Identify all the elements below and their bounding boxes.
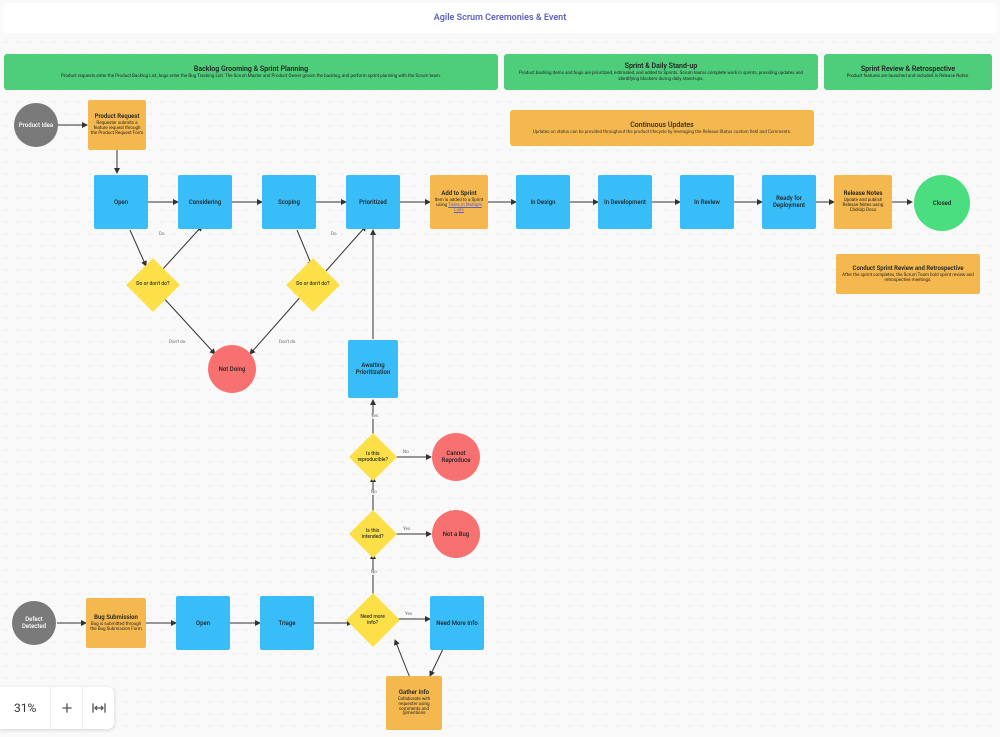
- node-open-2[interactable]: Open: [176, 596, 230, 650]
- edge-label-no-3: No: [370, 570, 378, 575]
- banner-backlog-title: Backlog Grooming & Sprint Planning: [194, 65, 308, 73]
- zoom-toolbar: 31%: [0, 687, 114, 729]
- canvas-background[interactable]: [0, 0, 1000, 737]
- node-product-idea[interactable]: Product Idea: [14, 103, 58, 147]
- fit-width-button[interactable]: [82, 687, 114, 729]
- banner-backlog: Backlog Grooming & Sprint Planning Produ…: [4, 54, 498, 90]
- zoom-level[interactable]: 31%: [0, 701, 50, 715]
- node-not-a-bug[interactable]: Not a Bug: [432, 510, 480, 558]
- banner-backlog-sub: Product requests enter the Product Backl…: [61, 74, 441, 79]
- node-closed[interactable]: Closed: [914, 175, 970, 231]
- edge-label-yes-1: Yes: [370, 414, 379, 419]
- banner-sprint-sub: Product backlog items and bugs are prior…: [512, 71, 810, 82]
- edge-label-do-1: Do: [158, 232, 166, 237]
- page-title: Agile Scrum Ceremonies & Event: [434, 13, 566, 23]
- node-triage[interactable]: Triage: [260, 596, 314, 650]
- banner-continuous-updates: Continuous Updates Updates on status can…: [510, 110, 814, 146]
- node-in-review[interactable]: In Review: [680, 175, 734, 229]
- node-gather-info[interactable]: Gather Info Collaborate with requester u…: [386, 676, 442, 730]
- node-product-request[interactable]: Product Request Requester submits a feat…: [88, 100, 146, 150]
- node-sprint-review[interactable]: Conduct Sprint Review and Retrospective …: [836, 254, 980, 294]
- edge-label-no-1: No: [402, 450, 410, 455]
- node-considering[interactable]: Considering: [178, 175, 232, 229]
- node-not-doing[interactable]: Not Doing: [208, 345, 256, 393]
- node-in-design[interactable]: In Design: [516, 175, 570, 229]
- edge-label-dontdo-2: Don't do: [278, 340, 296, 345]
- banner-review-title: Sprint Review & Retrospective: [861, 65, 955, 73]
- node-cannot-reproduce[interactable]: Cannot Reproduce: [432, 433, 480, 481]
- node-prioritized[interactable]: Prioritized: [346, 175, 400, 229]
- node-in-development[interactable]: In Development: [598, 175, 652, 229]
- banner-cu-title: Continuous Updates: [630, 121, 694, 129]
- node-scoping[interactable]: Scoping: [262, 175, 316, 229]
- node-release-notes[interactable]: Release Notes Update and publish Release…: [834, 175, 892, 229]
- node-bug-submission[interactable]: Bug Submission Bug is submitted through …: [86, 598, 146, 648]
- banner-sprint: Sprint & Daily Stand-up Product backlog …: [504, 54, 818, 90]
- node-ready-deployment[interactable]: Ready for Deployment: [762, 175, 816, 229]
- edge-label-no-2: No: [370, 490, 378, 495]
- edge-label-yes-2: Yes: [402, 527, 411, 532]
- edge-label-do-2: Do: [330, 232, 338, 237]
- node-open-1[interactable]: Open: [94, 175, 148, 229]
- edge-label-yes-3: Yes: [404, 612, 413, 617]
- banner-cu-sub: Updates on status can be provided throug…: [533, 130, 791, 135]
- node-need-more-info[interactable]: Need More Info: [430, 596, 484, 650]
- banner-sprint-title: Sprint & Daily Stand-up: [625, 62, 698, 70]
- node-awaiting-prioritization[interactable]: Awaiting Prioritization: [348, 340, 398, 398]
- title-bar: Agile Scrum Ceremonies & Event: [3, 3, 997, 33]
- banner-review: Sprint Review & Retrospective Product fe…: [824, 54, 992, 90]
- node-add-to-sprint[interactable]: Add to Sprint Item is added to a Sprint …: [430, 175, 488, 229]
- node-defect-detected[interactable]: Defect Detected: [12, 601, 56, 645]
- edge-label-dontdo-1: Don't do: [168, 340, 186, 345]
- zoom-in-button[interactable]: [50, 687, 82, 729]
- banner-review-sub: Product features are launched and includ…: [847, 74, 970, 79]
